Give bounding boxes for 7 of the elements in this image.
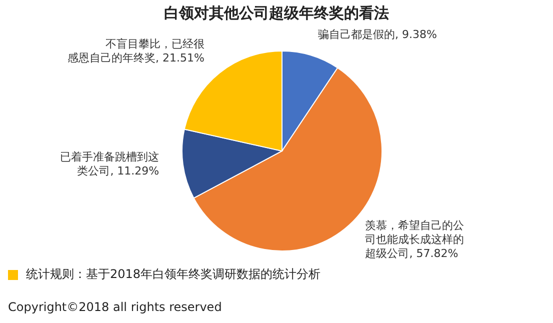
slice-label: 骗自己都是假的, 9.38% bbox=[318, 28, 437, 41]
text: Copyright©2018 all rights reserved bbox=[8, 300, 222, 314]
slice-label: 羡慕，希望自己的公司也能成长成这样的超级公司, 57.82% bbox=[365, 218, 464, 260]
text: 统计规则：基于2018年白领年终奖调研数据的统计分析 bbox=[26, 266, 321, 283]
slice-label: 不盲目攀比，已经很感恩自己的年终奖, 21.51% bbox=[68, 37, 204, 64]
chart-title: 白领对其他公司超级年终奖的看法 bbox=[163, 4, 390, 23]
slice-label: 已着手准备跳槽到这类公司, 11.29% bbox=[60, 150, 160, 178]
